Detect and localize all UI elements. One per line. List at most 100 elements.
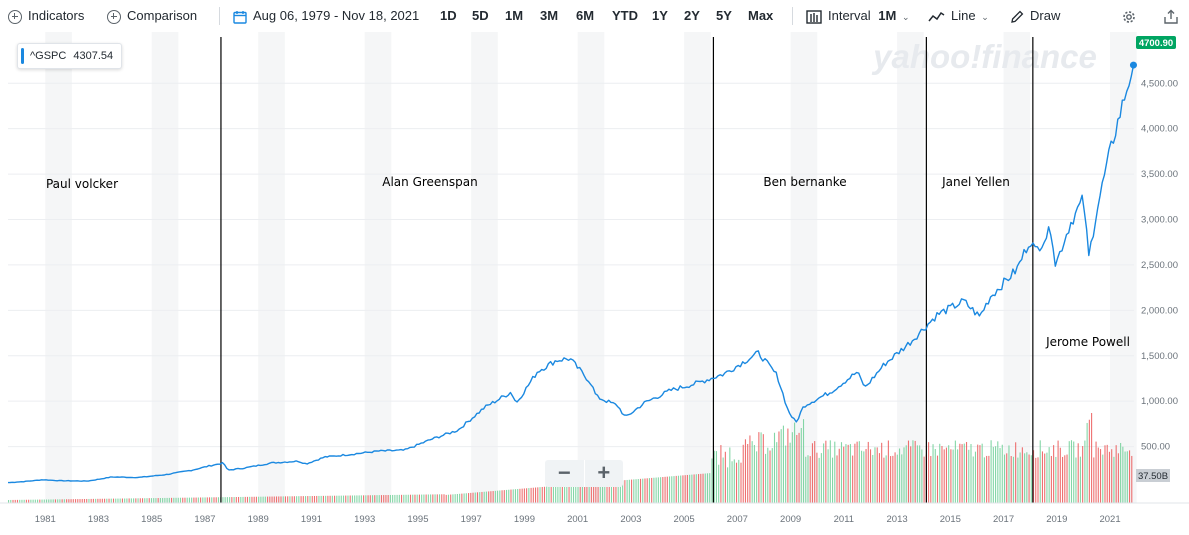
volume-bar <box>130 498 132 503</box>
volume-bar <box>999 448 1001 503</box>
range-button-6m[interactable]: 6M <box>576 8 595 23</box>
volume-bar <box>251 496 253 503</box>
volume-bar <box>407 494 409 503</box>
volume-bar <box>827 449 829 503</box>
draw-button[interactable]: Draw <box>1010 0 1060 32</box>
volume-bar <box>405 494 407 503</box>
volume-bar <box>135 498 137 503</box>
comparison-label: Comparison <box>127 8 198 23</box>
volume-bar <box>939 443 941 503</box>
y-tick-label: 3,000.00 <box>1141 215 1178 226</box>
pencil-icon <box>1011 10 1024 23</box>
volume-bar <box>624 480 626 503</box>
zoom-out-button[interactable]: − <box>557 460 571 485</box>
volume-bar <box>465 493 467 503</box>
range-button-1y[interactable]: 1Y <box>652 8 668 23</box>
interval-value: 1M <box>878 8 897 23</box>
volume-bar <box>825 440 827 503</box>
volume-bar <box>874 447 876 503</box>
volume-bar <box>447 494 450 503</box>
line-chart-icon <box>928 11 945 22</box>
volume-bar <box>360 495 362 503</box>
volume-bar <box>932 444 934 503</box>
volume-bar <box>1129 450 1131 503</box>
volume-bar <box>334 495 336 503</box>
volume-bar <box>423 494 425 503</box>
volume-bar <box>892 455 894 503</box>
volume-bar <box>63 499 65 503</box>
ticker-legend[interactable]: ^GSPC 4307.54 <box>17 43 123 69</box>
volume-bar <box>704 473 706 503</box>
range-button-max[interactable]: Max <box>748 8 774 23</box>
volume-bar <box>188 497 190 503</box>
range-button-1m[interactable]: 1M <box>505 8 524 23</box>
volume-bar <box>164 497 166 503</box>
volume-bar <box>394 494 396 503</box>
chart-type-label: Line <box>951 8 976 23</box>
interval-button[interactable]: Interval 1M ⌄ <box>806 0 910 32</box>
volume-bar <box>693 474 695 503</box>
volume-bar <box>765 453 767 503</box>
volume-bar <box>255 496 257 503</box>
volume-bar <box>568 484 570 503</box>
volume-bar <box>729 447 731 503</box>
volume-bar <box>510 489 512 503</box>
volume-bar <box>1122 446 1124 503</box>
volume-bar <box>133 498 135 503</box>
volume-bar <box>928 442 930 503</box>
volume-bar <box>512 489 514 503</box>
volume-bar <box>182 497 184 503</box>
volume-bar <box>747 444 749 503</box>
volume-bar <box>1053 445 1055 503</box>
volume-bar <box>990 440 992 503</box>
volume-bar <box>965 442 968 503</box>
volume-bar <box>1010 456 1012 503</box>
volume-bar <box>238 496 240 503</box>
volume-bar <box>1035 457 1037 503</box>
last-price-badge <box>1136 36 1176 49</box>
volume-bar <box>673 476 675 503</box>
range-button-2y[interactable]: 2Y <box>684 8 700 23</box>
add-circle-icon <box>8 9 22 24</box>
volume-bar <box>494 490 496 503</box>
volume-bar <box>727 467 729 503</box>
volume-bar <box>785 445 787 503</box>
volume-bar <box>186 497 188 503</box>
volume-bar <box>519 488 521 503</box>
volume-bar <box>555 485 557 503</box>
volume-bar <box>269 496 271 503</box>
volume-bar <box>162 497 164 503</box>
share-button[interactable] <box>1164 0 1178 32</box>
range-button-5y[interactable]: 5Y <box>716 8 732 23</box>
indicators-button[interactable]: Indicators <box>8 0 84 32</box>
volume-bar <box>872 454 874 503</box>
volume-bar <box>215 497 217 503</box>
volume-bar <box>327 495 329 503</box>
volume-bar <box>153 498 155 503</box>
comparison-button[interactable]: Comparison <box>107 0 197 32</box>
volume-bar <box>655 477 657 503</box>
range-button-ytd[interactable]: YTD <box>612 8 638 23</box>
volume-bar <box>677 475 680 503</box>
settings-button[interactable] <box>1121 0 1137 32</box>
volume-bar <box>590 482 592 503</box>
volume-bar <box>905 445 907 503</box>
range-button-5d[interactable]: 5D <box>472 8 489 23</box>
volume-bar <box>550 486 552 503</box>
zoom-in-button[interactable]: + <box>583 460 624 487</box>
range-button-3m[interactable]: 3M <box>540 8 559 23</box>
volume-bar <box>8 500 10 503</box>
volume-bar <box>1079 456 1081 503</box>
date-range-button[interactable]: Aug 06, 1979 - Nov 18, 2021 <box>233 0 419 32</box>
volume-bar <box>514 489 517 503</box>
volume-bar <box>606 481 608 503</box>
volume-bar <box>242 496 244 503</box>
price-chart[interactable]: yahoo!finance 500.00 1,000.00 1,500.00 2,00… <box>0 32 1189 535</box>
volume-bar <box>354 495 356 503</box>
volume-bar <box>320 495 322 503</box>
volume-bar <box>197 497 199 503</box>
volume-bar <box>532 487 534 503</box>
chart-type-button[interactable]: Line ⌄ <box>928 0 989 32</box>
range-button-1d[interactable]: 1D <box>440 8 457 23</box>
volume-bar <box>456 493 458 503</box>
